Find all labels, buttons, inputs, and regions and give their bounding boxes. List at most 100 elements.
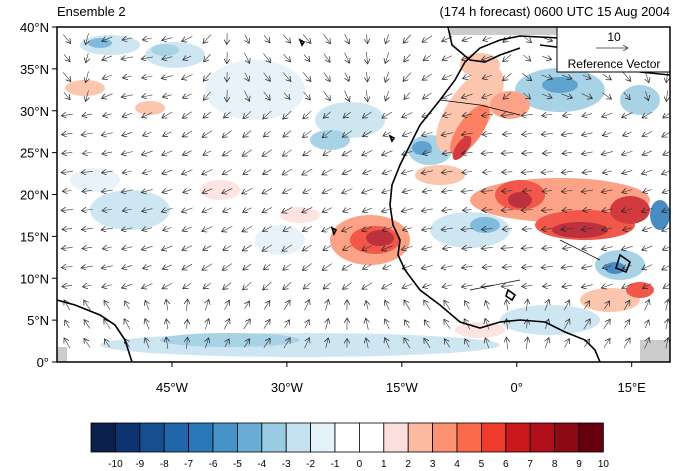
wind-vector <box>404 53 411 62</box>
wind-vector <box>602 133 612 136</box>
wind-vector <box>462 114 472 116</box>
wind-vector <box>263 110 272 119</box>
wind-vector <box>122 113 133 117</box>
colorbar-label: -6 <box>209 459 218 470</box>
wind-vector <box>263 91 271 100</box>
wind-vector <box>644 338 650 349</box>
wind-vector <box>262 188 273 193</box>
wind-vector <box>182 74 193 79</box>
colorbar-label: 7 <box>527 459 533 470</box>
wind-vector <box>222 130 232 137</box>
wind-vector <box>423 92 432 99</box>
wind-vector <box>161 245 173 250</box>
wind-vector <box>462 171 473 172</box>
wind-vector <box>422 247 433 250</box>
wind-vector <box>622 190 633 193</box>
wind-vector <box>82 285 92 287</box>
wind-vector <box>526 337 528 349</box>
wind-vector <box>283 282 292 289</box>
wind-vector <box>182 227 192 231</box>
wind-vector <box>303 91 311 100</box>
wind-vector <box>245 72 249 82</box>
wind-vector <box>225 339 229 348</box>
lon-tick-label: 0° <box>511 380 523 395</box>
wind-vector <box>662 264 670 270</box>
wind-vector <box>202 208 213 212</box>
wind-vector <box>205 299 209 311</box>
wind-vector <box>602 73 612 80</box>
wind-vector <box>203 34 212 44</box>
wind-vector <box>645 91 648 100</box>
wind-vector <box>366 90 367 101</box>
wind-vector <box>461 94 473 98</box>
wind-vector <box>545 319 548 329</box>
wind-vector <box>142 283 153 289</box>
wind-vector <box>303 189 312 193</box>
wind-vector <box>441 133 453 136</box>
wind-vector <box>522 73 531 80</box>
wind-vector <box>402 190 412 193</box>
wind-vector <box>385 338 390 349</box>
wind-vector <box>541 94 552 98</box>
wind-vector <box>162 38 173 41</box>
wind-vector <box>282 149 292 156</box>
wind-vector <box>581 93 593 99</box>
wind-vector <box>362 227 373 231</box>
wind-vector <box>383 265 392 269</box>
colorbar-swatch <box>163 422 189 453</box>
wind-vector <box>562 209 573 210</box>
wind-vector <box>203 282 212 289</box>
wind-vector <box>522 153 533 154</box>
wind-vector <box>186 299 187 311</box>
colorbar-label: 9 <box>576 459 582 470</box>
wind-vector <box>303 110 312 119</box>
wind-vector <box>642 227 652 230</box>
wind-vector <box>506 319 507 330</box>
wind-vector <box>85 33 88 45</box>
wind-vector <box>645 320 649 329</box>
wind-vector <box>243 130 252 138</box>
wind-vector <box>584 301 589 310</box>
colorbar-swatch <box>554 422 580 453</box>
wind-vector <box>302 226 312 231</box>
wind-vector <box>522 229 532 230</box>
wind-vector <box>541 210 553 211</box>
wind-vector <box>182 130 192 137</box>
wind-vector <box>465 339 469 348</box>
wind-vector <box>421 209 433 211</box>
wind-vector <box>485 318 489 330</box>
wind-vector <box>463 75 472 78</box>
wind-vector <box>343 111 352 118</box>
wind-vector <box>223 208 232 212</box>
wind-vector <box>526 299 527 311</box>
wind-vector <box>444 300 451 310</box>
wind-vector <box>141 151 153 155</box>
wind-vector <box>302 207 313 212</box>
wind-vector <box>62 72 71 81</box>
wind-vector <box>64 338 71 349</box>
wind-vector <box>344 33 350 44</box>
wind-vector <box>282 72 291 82</box>
colorbar-swatch <box>261 422 287 453</box>
wind-vector <box>642 264 653 270</box>
wind-vector <box>182 94 192 98</box>
wind-vector <box>564 319 569 330</box>
wind-vector <box>302 72 311 81</box>
lon-tick-label: 45°W <box>156 380 189 395</box>
wind-vector <box>441 228 453 230</box>
wind-vector <box>501 153 513 154</box>
wind-vector <box>161 208 173 212</box>
wind-vector <box>122 247 133 250</box>
wind-vector <box>422 228 433 230</box>
wind-vector <box>323 282 332 289</box>
wind-vector <box>263 130 271 137</box>
wind-vector <box>62 285 73 286</box>
wind-vector <box>186 337 187 349</box>
colorbar-label: 0 <box>357 459 363 470</box>
colorbar-label: 4 <box>454 459 460 470</box>
colorbar-label: 10 <box>598 459 610 470</box>
wind-vector <box>382 170 392 174</box>
wind-vector <box>344 52 350 64</box>
wind-vector <box>262 149 273 157</box>
wind-vector <box>162 265 172 269</box>
